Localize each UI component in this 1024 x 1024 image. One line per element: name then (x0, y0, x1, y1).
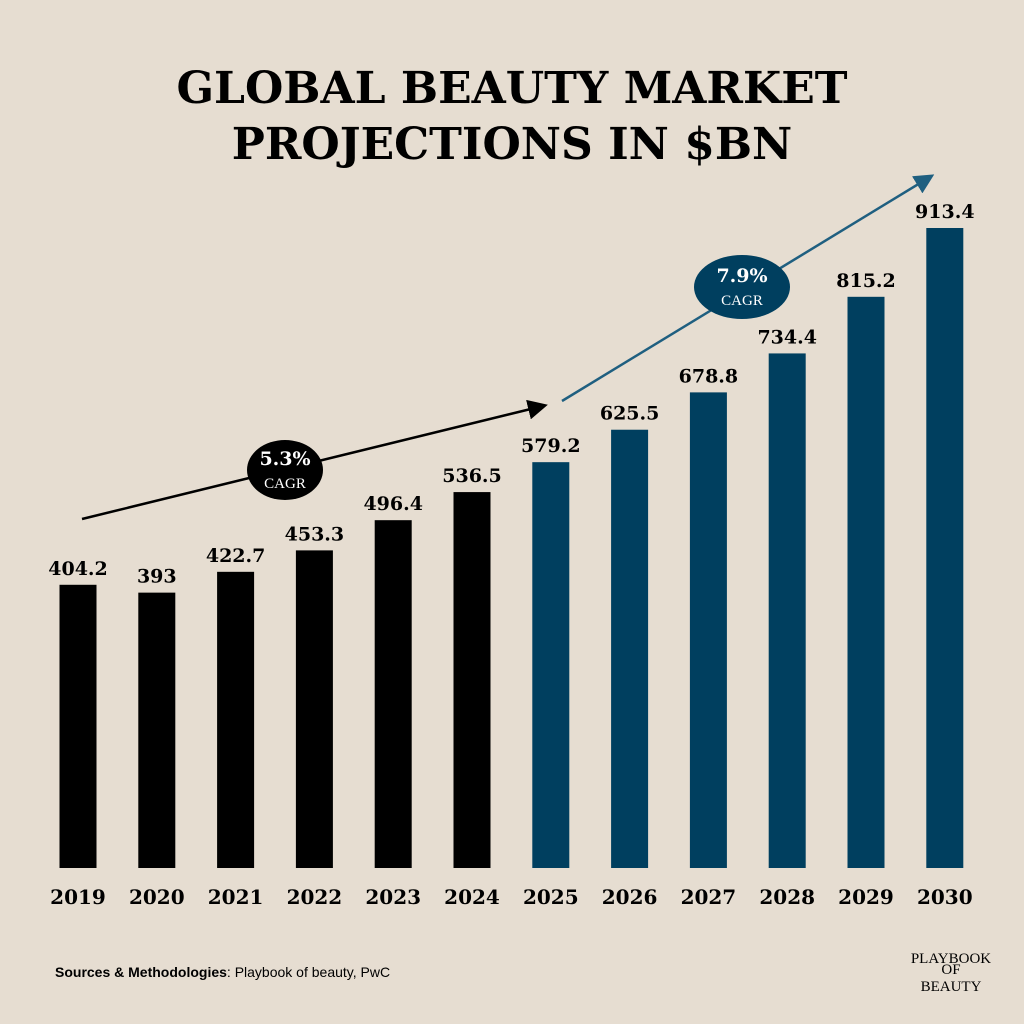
source: Sources & Methodologies: Playbook of bea… (55, 964, 390, 980)
x-tick-label: 2028 (759, 885, 815, 909)
x-tick-label: 2025 (523, 885, 579, 909)
bar (138, 592, 176, 868)
bar (689, 392, 727, 868)
value-label: 678.8 (679, 365, 739, 387)
logo: OF (941, 962, 960, 978)
logo: BEAUTY (921, 979, 982, 995)
x-tick-label: 2024 (444, 885, 500, 909)
source-label: Sources & Methodologies (55, 964, 227, 980)
source-text: : Playbook of beauty, PwC (227, 964, 390, 980)
value-label: 536.5 (442, 465, 502, 487)
bar (295, 550, 333, 868)
bar (59, 584, 97, 868)
cagr-label: CAGR (264, 476, 306, 492)
x-tick-label: 2021 (208, 885, 264, 909)
value-label: 393 (137, 566, 177, 588)
bar (453, 492, 491, 868)
bar (847, 296, 885, 869)
bar (768, 353, 806, 868)
chart-title: GLOBAL BEAUTY MARKET (176, 63, 847, 114)
bar (217, 571, 255, 868)
bar (374, 520, 412, 868)
x-tick-label: 2019 (50, 885, 106, 909)
logo: PLAYBOOK (911, 951, 991, 967)
cagr-value: 5.3% (259, 448, 310, 470)
x-tick-label: 2030 (917, 885, 973, 909)
x-tick-label: 2022 (287, 885, 343, 909)
value-label: 453.3 (285, 523, 345, 545)
value-label: 815.2 (836, 270, 896, 292)
chart-title: PROJECTIONS IN $BN (232, 119, 792, 170)
x-tick-label: 2029 (838, 885, 894, 909)
x-tick-label: 2027 (681, 885, 737, 909)
cagr-badge (247, 440, 323, 500)
value-label: 734.4 (757, 326, 817, 348)
value-label: 404.2 (48, 558, 108, 580)
value-label: 913.4 (915, 201, 975, 223)
bar (926, 228, 964, 868)
value-label: 422.7 (206, 545, 266, 567)
bar (611, 429, 649, 868)
value-label: 579.2 (521, 435, 581, 457)
cagr-badge (694, 255, 790, 319)
cagr-label: CAGR (721, 293, 763, 309)
value-label: 625.5 (600, 403, 660, 425)
bar (532, 462, 570, 868)
x-tick-label: 2026 (602, 885, 658, 909)
cagr-value: 7.9% (716, 265, 767, 287)
x-tick-label: 2023 (365, 885, 421, 909)
value-label: 496.4 (363, 493, 423, 515)
x-tick-label: 2020 (129, 885, 185, 909)
